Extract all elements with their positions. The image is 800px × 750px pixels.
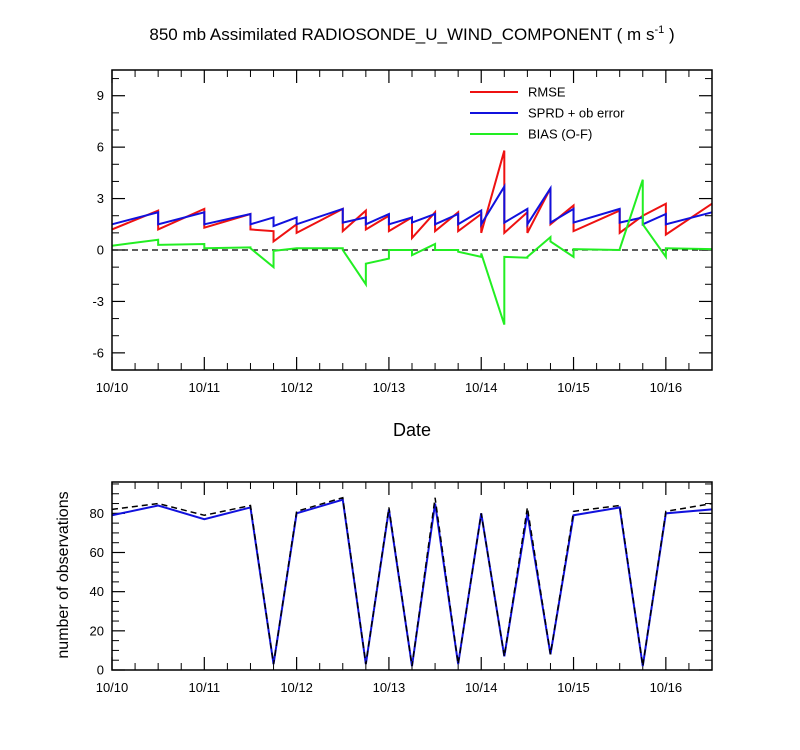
series-line-bias-o-f: [111, 179, 713, 325]
x-axis-title: Date: [393, 420, 431, 440]
series-line-observations-used: [111, 498, 713, 667]
x-tick-label: 10/13: [373, 380, 406, 395]
y-tick-label: 20: [90, 623, 104, 638]
chart-title-main: 850 mb Assimilated RADIOSONDE_U_WIND_COM…: [149, 25, 654, 44]
y-tick-label: 60: [90, 545, 104, 560]
x-tick-label: 10/10: [96, 380, 129, 395]
y-tick-label: 9: [97, 88, 104, 103]
y-tick-label: 0: [97, 243, 104, 258]
y-tick-label: 6: [97, 140, 104, 155]
x-tick-label: 10/15: [557, 380, 590, 395]
plot-frame: [111, 481, 713, 671]
y-axis-title-bottom: number of observations: [55, 491, 72, 658]
chart-title-end: ): [664, 25, 674, 44]
x-tick-label: 10/11: [189, 680, 221, 695]
series-line-sprd-ob-error: [111, 183, 713, 228]
x-tick-label: 10/13: [373, 680, 406, 695]
series-line-rmse: [111, 150, 713, 244]
y-tick-label: 3: [97, 191, 104, 206]
x-tick-label: 10/12: [280, 380, 313, 395]
x-tick-label: 10/16: [650, 380, 683, 395]
x-tick-label: 10/14: [465, 680, 498, 695]
top-panel: 10/10 10/11 10/12 10/13 10/14 10/15 10/16 -6 -3 0…: [92, 69, 713, 395]
x-tick-label: 10/11: [189, 380, 221, 395]
plot-frame: [111, 69, 713, 371]
series-line-observations-total: [111, 496, 713, 667]
x-tick-label: 10/10: [96, 680, 129, 695]
bottom-panel: 10/10 10/11 10/12 10/13 10/14 10/15 10/16 0 20 40…: [90, 481, 713, 695]
y-tick-label: 0: [97, 663, 104, 678]
y-tick-label: -3: [92, 294, 104, 309]
x-tick-label: 10/12: [280, 680, 313, 695]
x-tick-label: 10/14: [465, 380, 498, 395]
x-tick-label: 10/16: [650, 680, 683, 695]
y-tick-label: 80: [90, 506, 104, 521]
legend-label: RMSE: [528, 85, 566, 100]
legend-label: BIAS (O-F): [528, 127, 592, 142]
y-tick-label: -6: [92, 345, 104, 360]
y-tick-label: 40: [90, 584, 104, 599]
legend-label: SPRD + ob error: [528, 106, 625, 121]
chart-title-unit-sup: -1: [654, 24, 664, 36]
chart-title: 850 mb Assimilated RADIOSONDE_U_WIND_COM…: [149, 24, 674, 44]
x-tick-label: 10/15: [557, 680, 590, 695]
